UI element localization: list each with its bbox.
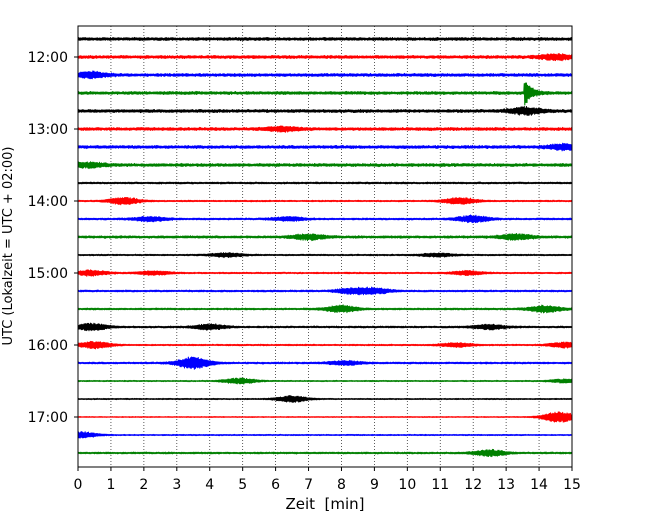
trace-3: [77, 82, 573, 106]
trace-15: [77, 304, 573, 314]
trace-6: [77, 142, 573, 152]
x-axis-title: Zeit [min]: [285, 495, 364, 513]
x-tick-label-15: 15: [563, 477, 581, 493]
y-tick-label-5: 17:00: [28, 410, 68, 426]
trace-17: [77, 340, 573, 350]
x-tick-label-8: 8: [337, 477, 346, 493]
x-tick-label-13: 13: [497, 477, 515, 493]
y-tick-label-2: 14:00: [28, 194, 68, 210]
x-tick-label-10: 10: [398, 477, 416, 493]
trace-2: [77, 70, 573, 80]
trace-9: [77, 196, 573, 206]
x-tick-label-4: 4: [205, 477, 214, 493]
trace-22: [77, 430, 573, 439]
y-axis-title: UTC (Lokalzeit = UTC + 02:00): [1, 147, 16, 346]
trace-23: [77, 448, 573, 458]
trace-4: [77, 106, 573, 116]
trace-7: [77, 161, 573, 170]
trace-8: [77, 181, 573, 185]
y-tick-label-4: 16:00: [28, 338, 68, 354]
trace-16: [77, 322, 573, 332]
trace-0: [77, 36, 573, 42]
x-tick-label-0: 0: [74, 477, 83, 493]
x-tick-label-1: 1: [106, 477, 115, 493]
y-tick-label-1: 13:00: [28, 122, 68, 138]
y-tick-label-0: 12:00: [28, 50, 68, 66]
x-tick-label-7: 7: [304, 477, 313, 493]
x-tick-label-6: 6: [271, 477, 280, 493]
x-tick-label-2: 2: [139, 477, 148, 493]
trace-19: [77, 377, 573, 385]
x-axis-ticks: 0 1 2 3 4 5 6 7 8 9 10 11 12 13 14 15: [74, 467, 581, 493]
trace-1: [77, 53, 573, 62]
trace-10: [77, 214, 573, 224]
trace-11: [77, 232, 573, 242]
plot-frame: [77, 25, 573, 468]
x-tick-label-3: 3: [172, 477, 181, 493]
x-tick-label-11: 11: [431, 477, 449, 493]
trace-5: [77, 125, 573, 133]
x-tick-label-14: 14: [530, 477, 548, 493]
trace-14: [77, 286, 573, 296]
x-tick-label-12: 12: [464, 477, 482, 493]
seismogram-traces: [77, 36, 573, 458]
trace-21: [77, 411, 573, 423]
trace-18: [77, 356, 573, 370]
y-axis-ticks: 12:00 13:00 14:00 15:00 16:00 17:00: [28, 50, 78, 426]
x-tick-label-9: 9: [370, 477, 379, 493]
x-tick-label-5: 5: [238, 477, 247, 493]
trace-13: [77, 269, 573, 277]
trace-20: [77, 395, 573, 403]
y-tick-label-3: 15:00: [28, 266, 68, 282]
trace-12: [77, 252, 573, 259]
